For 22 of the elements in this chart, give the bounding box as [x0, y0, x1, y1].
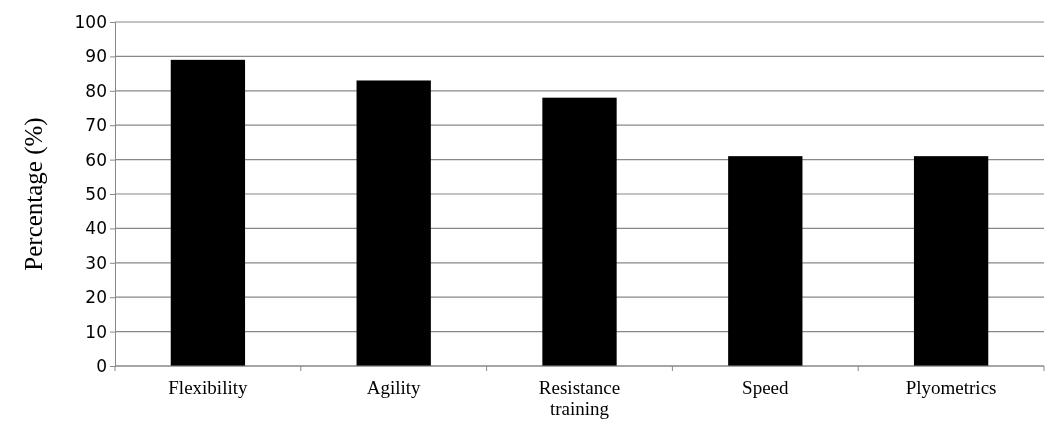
x-tick-label: Resistance training — [538, 377, 621, 419]
x-tick-label: Plyometrics — [905, 377, 997, 398]
y-tick-label: 30 — [85, 252, 107, 273]
y-tick-label: 100 — [74, 11, 107, 32]
bar — [170, 59, 246, 366]
bar — [356, 80, 431, 366]
bar — [913, 156, 989, 366]
y-tick-label: 20 — [85, 287, 107, 308]
x-tick-label: Agility — [366, 377, 422, 398]
y-tick-label: 50 — [85, 183, 107, 204]
y-tick-label: 90 — [85, 46, 107, 67]
y-axis-title: Percentage (%) — [20, 117, 48, 271]
y-tick-label: 0 — [96, 355, 107, 376]
y-tick-label: 40 — [85, 218, 107, 239]
y-tick-label: 70 — [85, 115, 107, 136]
bar — [728, 156, 803, 366]
y-tick-label: 80 — [85, 80, 107, 101]
x-tick-label: Speed — [742, 377, 790, 398]
x-tick-label: Flexibility — [168, 377, 248, 398]
y-tick-label: 10 — [85, 321, 107, 342]
y-tick-label: 60 — [85, 149, 107, 170]
bar — [542, 97, 617, 366]
